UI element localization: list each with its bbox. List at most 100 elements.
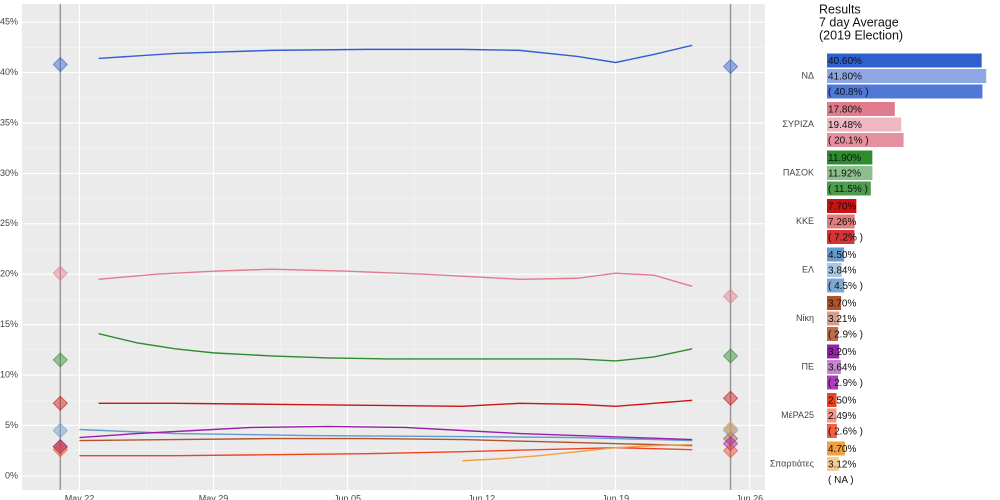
bar xyxy=(827,441,845,456)
bar xyxy=(827,278,845,293)
bar xyxy=(827,69,987,83)
value-label: 3.12% xyxy=(828,460,856,471)
value-label: ( 2.6% ) xyxy=(828,427,863,438)
value-label: 3.64% xyxy=(828,363,856,374)
value-label: 4.70% xyxy=(828,444,856,455)
election-diamond xyxy=(722,288,739,305)
election-diamond xyxy=(722,348,739,364)
category-label: Σπαρτιάτες xyxy=(770,458,815,468)
trend-line xyxy=(98,399,693,408)
bar xyxy=(827,327,839,341)
bar xyxy=(827,311,840,326)
y-tick-label: 0% xyxy=(5,470,18,480)
value-label: 7.26% xyxy=(828,217,856,228)
category-label: ΕΛ xyxy=(802,264,814,274)
election-diamond xyxy=(52,395,69,411)
bar xyxy=(827,150,873,165)
value-label: 17.80% xyxy=(828,105,862,116)
bar xyxy=(827,296,842,310)
bar xyxy=(827,53,982,68)
bar xyxy=(827,263,842,277)
bar xyxy=(827,117,902,132)
category-label: ΚΚΕ xyxy=(796,216,814,226)
y-tick-label: 20% xyxy=(0,269,18,279)
election-diamond xyxy=(722,58,739,75)
category-label: Νίκη xyxy=(796,313,814,323)
election-diamond xyxy=(722,422,739,439)
value-label: 4.50% xyxy=(828,250,856,261)
election-diamond xyxy=(722,390,739,406)
trend-line xyxy=(98,333,693,362)
bar xyxy=(827,133,904,147)
x-tick-label: Jun 26 xyxy=(736,493,763,500)
election-diamond xyxy=(722,420,739,437)
bar xyxy=(827,424,837,438)
election-diamond xyxy=(722,430,739,447)
y-tick-label: 10% xyxy=(0,369,18,379)
value-label: ( 2.9% ) xyxy=(828,330,863,341)
value-label: 40.60% xyxy=(828,56,862,67)
value-label: ( 11.5% ) xyxy=(828,184,868,195)
y-tick-label: 45% xyxy=(0,17,18,27)
trend-line xyxy=(98,268,693,287)
y-tick-label: 25% xyxy=(0,218,18,228)
trend-line xyxy=(79,425,693,441)
trend-line xyxy=(98,44,693,64)
value-label: 3.70% xyxy=(828,299,856,310)
bar xyxy=(827,344,840,359)
election-diamond xyxy=(52,422,69,439)
election-diamond xyxy=(52,352,69,368)
bar xyxy=(827,181,871,196)
election-diamond xyxy=(52,441,69,458)
bar xyxy=(827,408,837,423)
y-tick-label: 35% xyxy=(0,117,18,127)
value-label: 11.90% xyxy=(828,153,861,164)
value-label: ( 7.2% ) xyxy=(828,233,863,244)
category-label: ΠΕ xyxy=(801,361,814,371)
category-label: ΝΔ xyxy=(801,70,814,80)
bar xyxy=(827,166,873,180)
y-tick-label: 15% xyxy=(0,319,18,329)
value-label: ( 20.1% ) xyxy=(828,136,869,147)
value-label: 3.84% xyxy=(828,266,856,277)
x-tick-label: May 29 xyxy=(199,493,229,500)
value-label: 3.20% xyxy=(828,347,856,358)
bar xyxy=(827,393,837,407)
bar xyxy=(827,84,983,99)
value-label: 2.49% xyxy=(828,411,856,422)
plot-panel xyxy=(22,4,765,490)
election-diamond xyxy=(52,438,69,455)
value-label: 19.48% xyxy=(828,120,862,131)
bar xyxy=(827,360,841,374)
x-tick-label: Jun 12 xyxy=(468,493,495,500)
value-label: 3.21% xyxy=(828,314,856,325)
value-label: 41.80% xyxy=(828,72,862,83)
panel-title: Results xyxy=(819,2,861,16)
y-tick-label: 30% xyxy=(0,168,18,178)
bar xyxy=(827,199,857,213)
y-tick-label: 40% xyxy=(0,67,18,77)
category-label: ΜέΡΑ25 xyxy=(781,410,814,420)
x-tick-label: Jun 19 xyxy=(602,493,629,500)
value-label: 7.70% xyxy=(828,202,856,213)
value-label: ( NA ) xyxy=(828,475,854,486)
x-tick-label: May 22 xyxy=(65,493,95,500)
value-label: 11.92% xyxy=(828,169,861,180)
bar xyxy=(827,457,839,471)
category-label: ΣΥΡΙΖΑ xyxy=(782,119,814,129)
trend-line xyxy=(79,437,693,447)
bar xyxy=(827,230,855,244)
bar xyxy=(827,102,895,116)
x-tick-label: Jun 05 xyxy=(334,493,361,500)
y-tick-label: 5% xyxy=(5,420,18,430)
value-label: 2.50% xyxy=(828,396,856,407)
trend-line xyxy=(79,446,693,457)
panel-title: 7 day Average xyxy=(819,15,899,29)
bar xyxy=(827,375,839,390)
election-diamond xyxy=(52,265,69,281)
panel-title: (2019 Election) xyxy=(819,28,903,42)
bar xyxy=(827,214,855,229)
value-label: ( 2.9% ) xyxy=(828,378,863,389)
election-diamond xyxy=(722,442,739,459)
